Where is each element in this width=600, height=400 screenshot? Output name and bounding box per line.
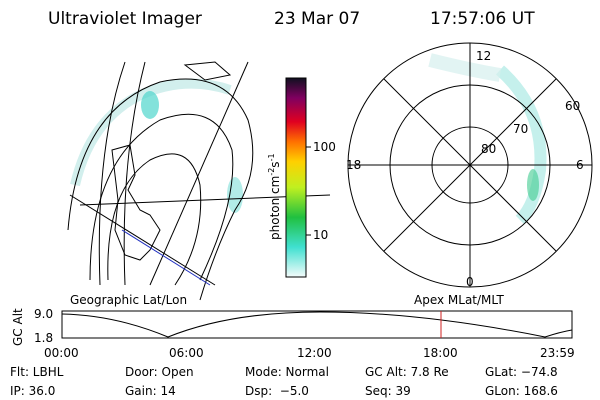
status-field: Door: Open (125, 365, 194, 379)
timeline-right-title: Apex MLat/MLT (414, 293, 504, 307)
colorbar-label: photon cm-2s-1 (267, 153, 282, 240)
status-field: Gain: 14 (125, 384, 176, 398)
altitude-curve (61, 311, 573, 338)
lat-label: 60 (565, 99, 580, 113)
date: 23 Mar 07 (274, 9, 360, 29)
mlt-label: 0 (466, 275, 474, 289)
status-field: IP: 36.0 (10, 384, 55, 398)
status-field: Mode: Normal (245, 365, 329, 379)
colorbar-tick-label: 100 (313, 140, 336, 154)
timeline-x-tick: 18:00 (423, 346, 458, 360)
timeline-x-tick: 12:00 (297, 346, 332, 360)
mlt-label: 12 (476, 49, 491, 63)
status-field: GLon: 168.6 (485, 384, 558, 398)
status-field: GLat: −74.8 (485, 365, 558, 379)
timeline-box (61, 310, 573, 339)
colorbar (285, 77, 307, 278)
title: Ultraviolet Imager (48, 9, 202, 29)
timeline-y-tick: 9.0 (34, 307, 53, 321)
lat-label: 80 (481, 142, 496, 156)
status-field: Flt: LBHL (10, 365, 64, 379)
timeline-y-tick: 1.8 (34, 331, 53, 345)
timeline-x-tick: 00:00 (44, 346, 79, 360)
timeline-x-tick: 23:59 (540, 346, 575, 360)
timeline-y-label: GC Alt (11, 308, 25, 346)
time: 17:57:06 UT (430, 9, 535, 29)
footer: Flt: LBHL Door: Open Mode: Normal GC Alt… (10, 365, 558, 398)
geographic-map (67, 61, 331, 301)
colorbar-tick-label: 10 (313, 228, 328, 242)
polar-plot (347, 42, 593, 288)
status-field: Dsp: −5.0 (245, 384, 309, 398)
status-field: GC Alt: 7.8 Re (365, 365, 449, 379)
mlt-label: 6 (576, 158, 584, 172)
mlt-label: 18 (346, 158, 361, 172)
lat-label: 70 (513, 122, 528, 136)
timeline-x-tick: 06:00 (169, 346, 204, 360)
status-field: Seq: 39 (365, 384, 411, 398)
timeline-left-title: Geographic Lat/Lon (70, 293, 187, 307)
